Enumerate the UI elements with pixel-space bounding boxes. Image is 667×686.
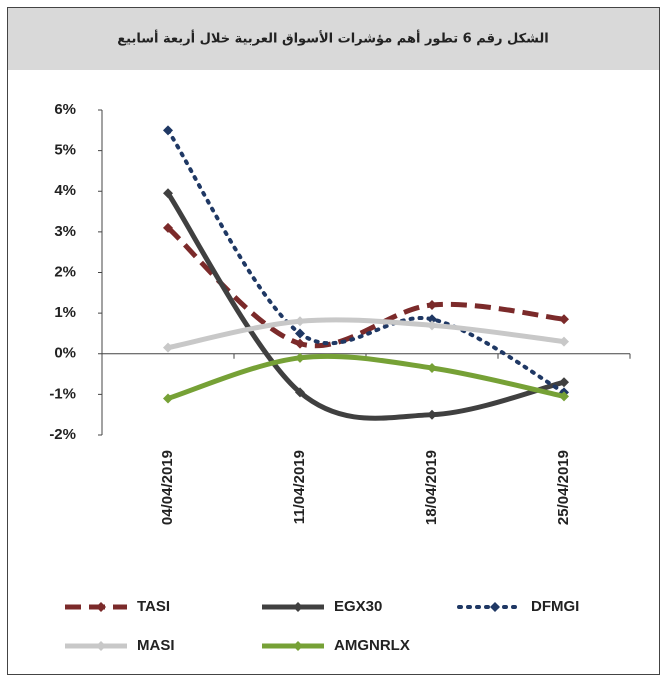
point-marker xyxy=(427,314,437,325)
y-tick-label: 2% xyxy=(54,263,76,280)
y-tick-label: 1% xyxy=(54,304,76,321)
point-marker xyxy=(559,391,569,402)
x-tick-label: 04/04/2019 xyxy=(159,450,176,525)
y-tick-label: 0% xyxy=(54,345,76,362)
y-tick-label: 5% xyxy=(54,142,76,159)
legend-marker xyxy=(293,641,303,651)
point-marker xyxy=(163,393,173,404)
y-tick-label: -1% xyxy=(49,385,76,402)
x-tick-label: 11/04/2019 xyxy=(291,450,308,524)
point-marker xyxy=(427,320,437,331)
legend-label: EGX30 xyxy=(334,598,382,615)
legend-marker xyxy=(96,602,106,612)
series-line xyxy=(166,128,566,395)
y-tick-label: -2% xyxy=(49,426,76,443)
point-marker xyxy=(295,328,305,339)
point-marker xyxy=(295,316,305,327)
point-marker xyxy=(295,352,305,363)
point-marker xyxy=(427,300,437,310)
legend-marker xyxy=(490,602,500,612)
point-marker xyxy=(559,314,569,325)
point-marker xyxy=(295,338,305,349)
point-marker xyxy=(163,188,173,199)
legend-label: TASI xyxy=(137,598,170,615)
title-band xyxy=(8,8,659,70)
series-line xyxy=(167,353,565,401)
point-marker xyxy=(559,377,569,388)
legend-label: MASI xyxy=(137,637,175,654)
x-tick-label: 18/04/2019 xyxy=(423,450,440,525)
point-marker xyxy=(163,342,173,353)
point-marker xyxy=(163,125,173,136)
point-marker xyxy=(295,387,305,398)
legend-label: DFMGI xyxy=(531,598,579,615)
x-tick-label: 25/04/2019 xyxy=(555,450,572,525)
y-tick-label: 6% xyxy=(54,101,76,118)
legend-label: AMGNRLX xyxy=(334,637,410,654)
chart-title: الشكل رقم 6 تطور أهم مؤشرات الأسواق العر… xyxy=(117,30,548,47)
legend-marker xyxy=(293,602,303,612)
point-marker xyxy=(559,336,569,347)
series-line xyxy=(165,191,565,421)
point-marker xyxy=(427,409,437,420)
y-tick-label: 4% xyxy=(54,182,76,199)
point-marker xyxy=(163,222,173,233)
legend-marker xyxy=(96,641,106,651)
y-tick-label: 3% xyxy=(54,223,76,240)
series-line xyxy=(167,317,565,351)
point-marker xyxy=(427,362,437,373)
